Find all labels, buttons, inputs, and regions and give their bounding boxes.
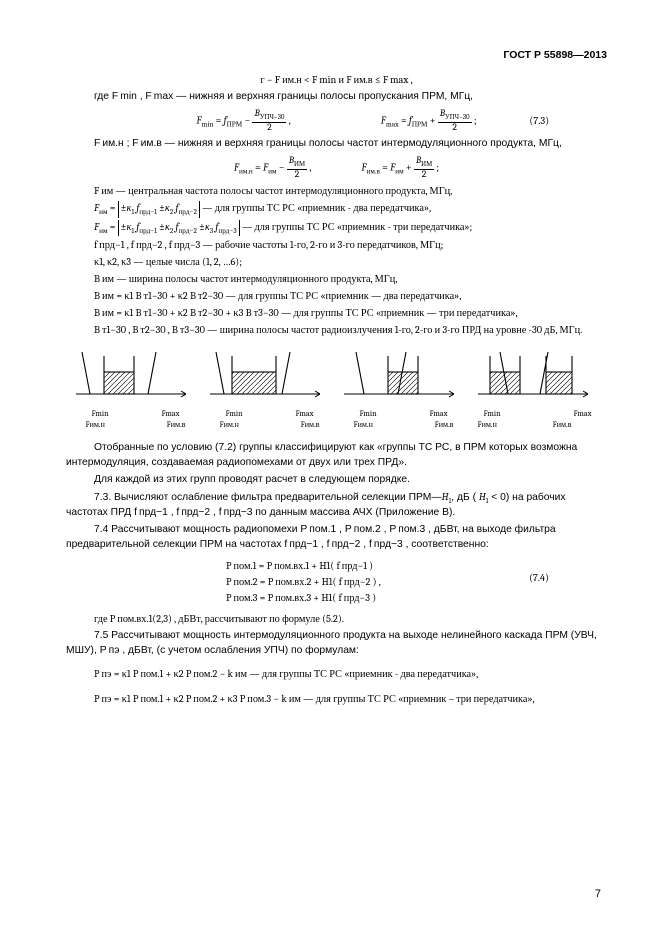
page: ГОСТ Р 55898—2013 г − F им.н < F min и F…	[0, 0, 661, 935]
bt-desc: B т1−30 , B т2−30 , B т3−30 — ширина пол…	[94, 323, 607, 338]
eq-7-4-l2: P пом.2 = P пом.вх.2 + H1( f прд−2 ) ,	[226, 575, 607, 590]
fprd-desc: f прд−1 , f прд−2 , f прд−3 — рабочие ча…	[94, 238, 607, 253]
eq-7-4-block: P пом.1 = P пом.вх.1 + H1( f прд−1 ) P п…	[226, 559, 607, 606]
page-number: 7	[595, 887, 601, 903]
diagram-row: FminFmax Fим.нFим.в FminFmax Fим.нFим.в …	[66, 350, 607, 431]
fim-g3-suffix: — для группы ТС РС «приемник - три перед…	[242, 221, 472, 233]
bim-g2: B им = κ1 B т1−30 + κ2 B т2−30 — для гру…	[94, 289, 607, 304]
fim-g2-suffix: — для группы ТС РС «приемник - два перед…	[202, 202, 431, 214]
eq-fim-nv: Fим.н = Fим − BИМ2 , Fим.в = Fим + BИМ2 …	[66, 156, 607, 180]
diagram-2: FminFmax Fим.нFим.в	[210, 350, 330, 431]
doc-number: ГОСТ Р 55898—2013	[66, 48, 607, 63]
diagram-1: FminFmax Fим.нFим.в	[76, 350, 196, 431]
fim-group2: Fим = ±κ1 fпрд−1 ±κ2 fпрд−2 — для группы…	[94, 201, 607, 217]
eqnum-7-3: (7.3)	[529, 114, 549, 129]
bim-desc: B им — ширина полосы частот интермодуляц…	[94, 272, 607, 287]
kappa-desc: κ1, κ2, κ3 — целые числа (1, 2, …6);	[94, 255, 607, 270]
diagram-4: FminFmax Fим.нFим.в	[478, 350, 598, 431]
diagram-3: FminFmax Fим.нFим.в	[344, 350, 464, 431]
eq-7-3: Fmin = fПРМ − BУПЧ−302 , Fmax = fПРМ + B…	[66, 109, 607, 133]
where-fmin-fmax: где F min , F max — нижняя и верхняя гра…	[66, 90, 607, 105]
eq-r-line: г − F им.н < F min и F им.в ≤ F max ,	[66, 73, 607, 88]
eq-ppe-g3: P пэ = κ1 P пом.1 + κ2 P пом.2 + κ3 P по…	[94, 692, 607, 707]
para-each-group: Для каждой из этих групп проводят расчет…	[66, 473, 607, 488]
fim-group3: Fим = ±κ1 fпрд−1 ±κ2 fпрд−2 ±κ3 fпрд−3 —…	[94, 220, 607, 236]
p3b: , дБ (	[451, 492, 479, 503]
para-where-pom: где P пом.вх.1(2,3) , дБВт, рассчитывают…	[66, 612, 607, 627]
bim-g3: B им = κ1 B т1−30 + κ2 B т2−30 + κ3 B т3…	[94, 306, 607, 321]
para-7-3: 7.3. Вычисляют ослабление фильтра предва…	[66, 490, 607, 521]
para-7-5: 7.5 Рассчитывают мощность интермодуляцио…	[66, 629, 607, 659]
fim-nv-desc: F им.н ; F им.в — нижняя и верхняя грани…	[94, 137, 607, 152]
eq-7-4-l3: P пом.3 = P пом.вх.3 + H1( f прд−3 )	[226, 591, 607, 606]
eqnum-7-4: (7.4)	[529, 571, 549, 586]
para-group-class: Отобранные по условию (7.2) группы класс…	[66, 441, 607, 471]
p3a: 7.3. Вычисляют ослабление фильтра предва…	[94, 492, 442, 503]
fim-center-desc: F им — центральная частота полосы частот…	[94, 184, 607, 199]
para-7-4: 7.4 Рассчитывают мощность радиопомехи P …	[66, 523, 607, 553]
eq-ppe-g2: P пэ = κ1 P пом.1 + κ2 P пом.2 − k им — …	[94, 667, 607, 682]
eq-7-4-l1: P пом.1 = P пом.вх.1 + H1( f прд−1 )	[226, 559, 607, 574]
